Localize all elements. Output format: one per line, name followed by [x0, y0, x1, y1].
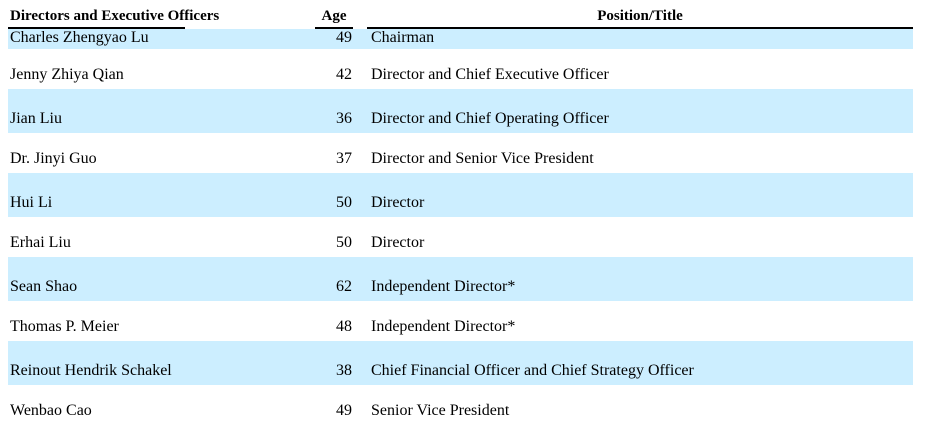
position-title-cell: Director — [371, 194, 425, 211]
row-spacer — [185, 49, 315, 89]
row-spacer — [185, 385, 315, 423]
director-name-cell: Jenny Zhiya Qian — [10, 66, 124, 83]
row-spacer — [353, 173, 367, 217]
position-title-cell: Independent Director* — [371, 278, 516, 295]
directors-and-officers-table: Directors and Executive Officers Age Pos… — [8, 0, 913, 423]
director-age-cell: 48 — [336, 318, 352, 335]
director-name-cell: Sean Shao — [10, 278, 78, 295]
director-name-cell: Wenbao Cao — [10, 402, 92, 419]
director-name-cell: Thomas P. Meier — [10, 318, 119, 335]
position-title-cell: Chairman — [371, 29, 435, 46]
table-row: Dr. Jinyi Guo 37 Director and Senior Vice … — [8, 133, 913, 173]
row-spacer — [185, 257, 315, 301]
row-spacer — [353, 89, 367, 133]
table-row: Charles Zhengyao Lu 49 Chairman — [8, 29, 913, 49]
column-header-position-title: Position/Title — [367, 0, 913, 29]
table-header-row: Directors and Executive Officers Age Pos… — [8, 0, 913, 29]
director-name-cell: Hui Li — [10, 194, 53, 211]
director-name-cell: Jian Liu — [10, 110, 62, 127]
row-spacer — [185, 217, 315, 257]
position-title-cell: Director and Chief Operating Officer — [371, 110, 609, 127]
table-row: Thomas P. Meier 48 Independent Director* — [8, 301, 913, 341]
director-name-cell: Erhai Liu — [10, 234, 71, 251]
table-row: Reinout Hendrik Schakel 38 Chief Financial… — [8, 341, 913, 385]
table-row: Erhai Liu 50 Director — [8, 217, 913, 257]
director-age-cell: 49 — [336, 402, 352, 419]
position-title-cell: Director and Chief Executive Officer — [371, 66, 609, 83]
row-spacer — [185, 301, 315, 341]
table-row: Jian Liu 36 Director and Chief Operating O… — [8, 89, 913, 133]
director-name-cell: Reinout Hendrik Schakel — [10, 362, 172, 379]
table-row: Wenbao Cao 49 Senior Vice President — [8, 385, 913, 423]
row-spacer — [353, 217, 367, 257]
header-spacer — [353, 0, 367, 29]
row-spacer — [185, 29, 315, 49]
column-header-directors: Directors and Executive Officers — [8, 0, 219, 29]
director-age-cell: 62 — [336, 278, 352, 295]
position-title-cell: Independent Director* — [371, 318, 516, 335]
row-spacer — [353, 49, 367, 89]
position-title-cell: Chief Financial Officer and Chief Strate… — [371, 362, 694, 379]
position-title-cell: Senior Vice President — [371, 402, 510, 419]
director-age-cell: 37 — [336, 150, 352, 167]
row-spacer — [353, 385, 367, 423]
table-row: Hui Li 50 Director — [8, 173, 913, 217]
row-spacer — [353, 257, 367, 301]
position-title-cell: Director — [371, 234, 425, 251]
table-row: Jenny Zhiya Qian 42 Director and Chief Exe… — [8, 49, 913, 89]
row-spacer — [185, 89, 315, 133]
director-name-cell: Dr. Jinyi Guo — [10, 150, 97, 167]
row-spacer — [185, 133, 315, 173]
table-row: Sean Shao 62 Independent Director* — [8, 257, 913, 301]
row-spacer — [353, 301, 367, 341]
column-header-age: Age — [315, 0, 353, 29]
director-age-cell: 38 — [336, 362, 352, 379]
row-spacer — [185, 341, 315, 385]
director-name-cell: Charles Zhengyao Lu — [10, 29, 149, 46]
director-age-cell: 36 — [336, 110, 352, 127]
director-age-cell: 50 — [336, 194, 352, 211]
position-title-cell: Director and Senior Vice President — [371, 150, 594, 167]
director-age-cell: 42 — [336, 66, 352, 83]
row-spacer — [185, 173, 315, 217]
director-age-cell: 49 — [336, 29, 352, 46]
row-spacer — [353, 133, 367, 173]
row-spacer — [353, 341, 367, 385]
director-age-cell: 50 — [336, 234, 352, 251]
row-spacer — [353, 29, 367, 49]
